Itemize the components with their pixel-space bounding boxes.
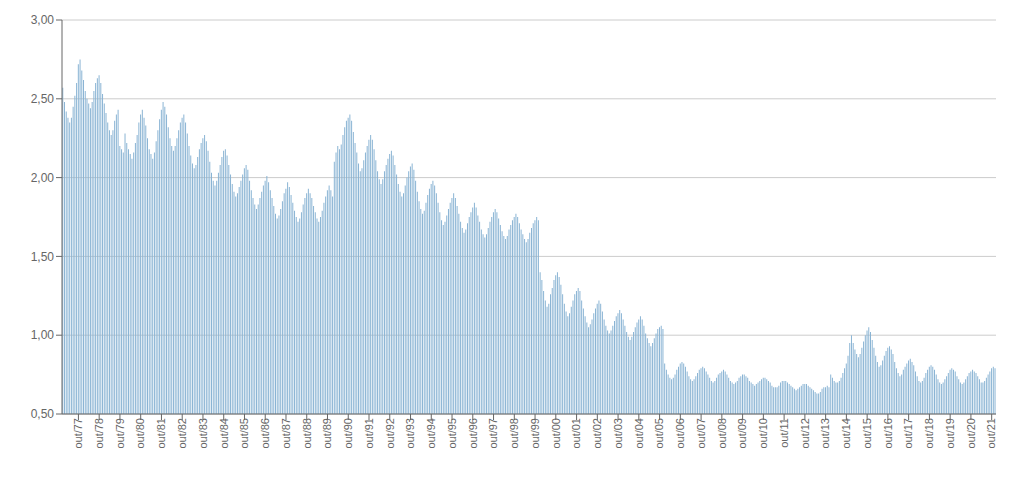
svg-text:1,50: 1,50 xyxy=(31,250,55,264)
svg-text:out/08: out/08 xyxy=(716,418,728,449)
svg-text:out/79: out/79 xyxy=(114,418,126,449)
svg-text:out/91: out/91 xyxy=(363,418,375,449)
svg-text:out/82: out/82 xyxy=(176,418,188,449)
svg-text:out/11: out/11 xyxy=(778,418,790,448)
svg-text:out/04: out/04 xyxy=(633,418,645,449)
svg-text:out/10: out/10 xyxy=(757,418,769,449)
svg-text:out/83: out/83 xyxy=(197,418,209,449)
svg-text:1,00: 1,00 xyxy=(31,328,55,342)
svg-text:out/14: out/14 xyxy=(840,418,852,449)
svg-text:out/07: out/07 xyxy=(695,418,707,449)
svg-text:out/15: out/15 xyxy=(861,418,873,449)
svg-text:out/02: out/02 xyxy=(591,418,603,449)
svg-text:out/92: out/92 xyxy=(384,418,396,449)
svg-text:out/96: out/96 xyxy=(467,418,479,449)
svg-text:out/90: out/90 xyxy=(342,418,354,449)
svg-text:out/01: out/01 xyxy=(570,418,582,449)
svg-text:2,00: 2,00 xyxy=(31,171,55,185)
svg-text:out/20: out/20 xyxy=(965,418,977,449)
svg-text:out/94: out/94 xyxy=(425,418,437,449)
svg-text:out/89: out/89 xyxy=(321,418,333,449)
svg-text:out/81: out/81 xyxy=(155,418,167,449)
svg-text:out/06: out/06 xyxy=(674,418,686,449)
svg-text:out/18: out/18 xyxy=(923,418,935,449)
svg-text:3,00: 3,00 xyxy=(31,13,55,27)
svg-text:out/86: out/86 xyxy=(259,418,271,449)
svg-text:2,50: 2,50 xyxy=(31,92,55,106)
svg-text:out/17: out/17 xyxy=(902,418,914,449)
svg-text:out/13: out/13 xyxy=(819,418,831,449)
svg-text:out/03: out/03 xyxy=(612,418,624,449)
svg-text:out/16: out/16 xyxy=(882,418,894,449)
svg-text:out/99: out/99 xyxy=(529,418,541,449)
svg-text:out/80: out/80 xyxy=(135,418,147,449)
svg-text:0,50: 0,50 xyxy=(31,407,55,421)
svg-text:out/05: out/05 xyxy=(653,418,665,449)
svg-text:out/88: out/88 xyxy=(301,418,313,449)
svg-text:out/78: out/78 xyxy=(93,418,105,449)
svg-text:out/98: out/98 xyxy=(508,418,520,449)
svg-text:out/19: out/19 xyxy=(944,418,956,449)
svg-text:out/09: out/09 xyxy=(736,418,748,449)
svg-text:out/87: out/87 xyxy=(280,418,292,449)
svg-text:out/21: out/21 xyxy=(985,418,997,449)
svg-text:out/77: out/77 xyxy=(72,418,84,449)
svg-text:out/97: out/97 xyxy=(487,418,499,449)
svg-text:out/00: out/00 xyxy=(550,418,562,449)
svg-text:out/84: out/84 xyxy=(218,418,230,449)
svg-text:out/85: out/85 xyxy=(238,418,250,449)
svg-text:out/12: out/12 xyxy=(799,418,811,449)
svg-text:out/95: out/95 xyxy=(446,418,458,449)
svg-text:out/93: out/93 xyxy=(404,418,416,449)
